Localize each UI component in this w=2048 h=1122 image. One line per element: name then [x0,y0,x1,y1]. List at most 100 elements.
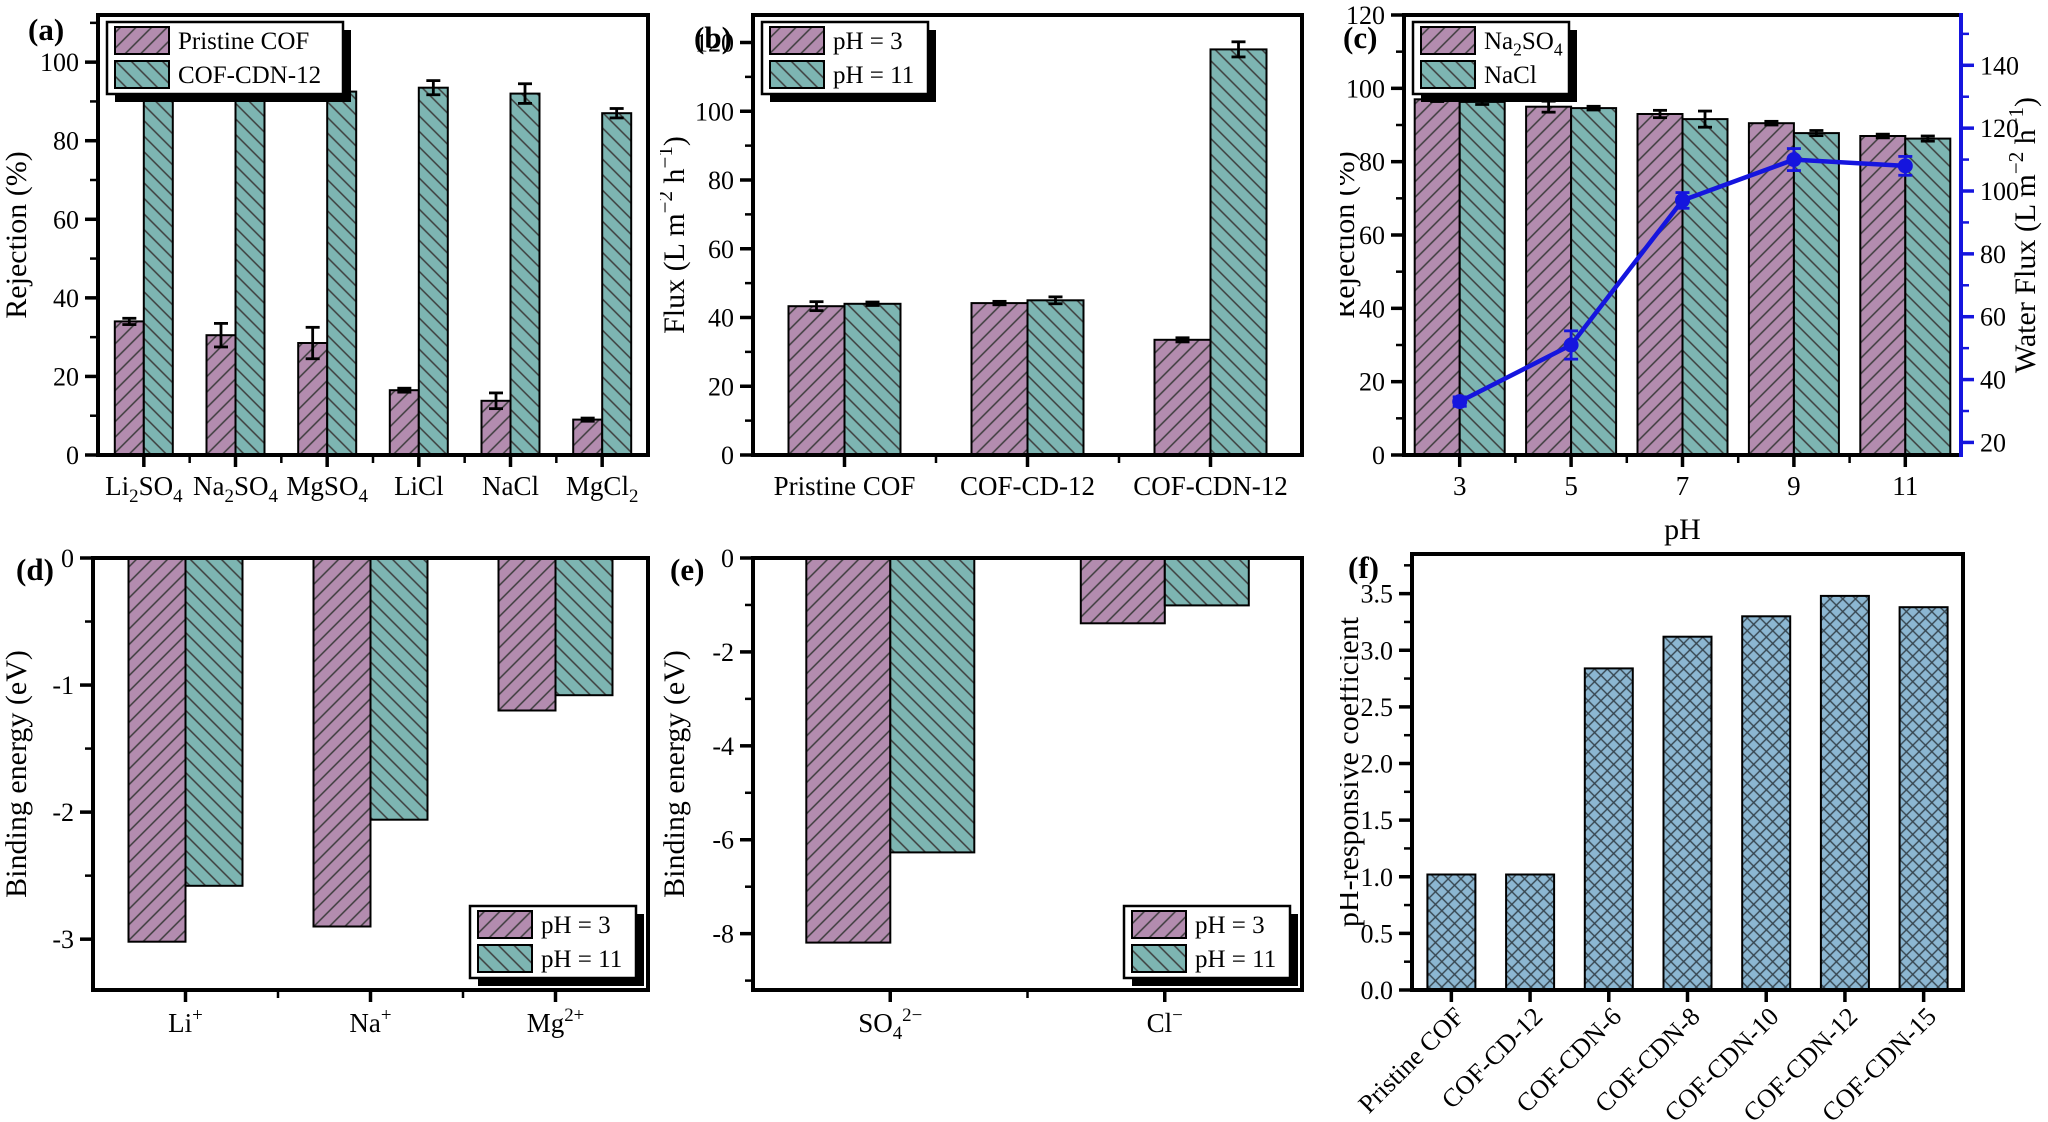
y-tick-label: 20 [1359,368,1385,397]
bar [1209,48,1268,457]
y-tick-label: 3.5 [1361,580,1394,609]
bar [1426,873,1477,991]
x-tick-label: 5 [1564,471,1578,501]
bar [234,86,266,456]
y-tick-label: 0.0 [1361,976,1394,1005]
x-tick-label: MgCl2 [566,471,638,507]
y-tick-label: 100 [40,48,79,77]
panel-label-f: (f) [1348,550,1379,585]
y-tick-label: 0 [1372,441,1385,470]
legend: Pristine COF COF-CDN-12 [105,20,351,102]
y-tick-label: 0 [721,441,734,470]
right-tick-label: 100 [1980,177,2019,206]
bar [1859,135,1907,456]
bars [127,557,614,943]
bar [1792,132,1840,456]
y-tick-label: 2.5 [1361,693,1394,722]
y-tick-label: -6 [712,826,734,855]
bar [1741,615,1792,992]
right-axis-label: Water Flux (L m−2 h−1) [2004,97,2042,373]
bar [1681,118,1729,456]
data-point-marker [1675,192,1690,208]
panel-b-chart: 0 20 40 60 80 100 120 Flux (L m−2 h−1) Pristine … [660,13,1304,501]
y-tick-label: 80 [53,127,79,156]
y-tick-label: 0 [61,548,74,573]
legend-label: pH = 11 [1195,946,1276,973]
x-tick-label: 3 [1453,471,1467,501]
legend-label: pH = 11 [541,946,622,973]
x-tick-label: COF-CDN-12 [1133,471,1288,501]
right-tick-label: 20 [1980,428,2006,457]
data-point-marker [1452,394,1468,410]
legend-swatch [769,60,825,89]
bar [1079,557,1166,625]
panel-a-chart: 0 20 40 60 80 100 Rejection (%) Li2SO4 Na2SO4 MgS… [0,13,650,507]
x-tick-label: 11 [1892,471,1918,501]
y-tick-label: 60 [708,235,734,264]
y-tick-label: 40 [53,284,79,313]
legend-label: pH = 3 [541,912,611,939]
bar [1026,299,1085,456]
data-point-marker [1897,158,1913,174]
y-axis: 0 -1 -2 -3 [52,548,93,954]
panel-f-chart: 0.0 0.5 1.0 1.5 2.0 2.5 3.0 3.5 pH-responsive co… [1340,552,1965,1122]
bar [1153,338,1212,456]
y-tick-label: -1 [52,671,74,700]
legend-swatch [1131,910,1187,939]
bar [1570,107,1618,456]
y-tick-label: 100 [695,97,734,126]
right-tick-label: 60 [1980,303,2006,332]
y-tick-label: 40 [708,304,734,333]
y-tick-label: 3.0 [1361,636,1394,665]
y-tick-label: 20 [708,372,734,401]
x-tick-label: Li+ [168,1005,203,1038]
data-point-marker [1786,152,1802,168]
legend-swatch [114,60,170,89]
legend-swatch [1131,944,1187,973]
legend-swatch [1420,60,1476,89]
bars [805,557,1250,944]
bar [1583,667,1634,992]
x-axis: Pristine COF COF-CD-12 COF-CDN-12 [774,455,1288,501]
x-axis: Li+ Na+ Mg2+ [168,990,584,1038]
bar [326,90,358,456]
y-tick-label: 80 [1359,148,1385,177]
bar [554,557,614,697]
x-tick-label: 7 [1676,471,1690,501]
x-tick-label: Mg2+ [527,1005,585,1038]
y-axis-label: Binding energy (eV) [0,650,33,898]
y-tick-label: -2 [712,638,734,667]
y-axis-label: Flux (L m−2 h−1) [660,136,691,334]
data-point-marker [1563,337,1579,353]
legend-swatch [1420,26,1476,55]
panel-e-chart: 0 -2 -4 -6 -8 Binding energy (eV) SO42− Cl− pH =… [660,548,1304,1044]
y-axis: 0 20 40 60 80 100 120 [695,29,753,470]
legend: pH = 3 pH = 11 [760,20,936,102]
y-tick-label: 0 [66,441,79,470]
x-axis: 3 5 7 9 11 [1453,455,1918,501]
right-tick-label: 140 [1980,51,2019,80]
y-tick-label: 40 [1359,294,1385,323]
x-tick-label: NaCl [482,471,539,501]
y-tick-label: 100 [1346,74,1385,103]
x-axis: Li2SO4 Na2SO4 MgSO4 LiCl NaCl MgCl2 [105,455,638,507]
panel-label-e: (e) [670,552,705,587]
bar [1505,873,1556,991]
bar [142,84,174,456]
y-tick-label: 80 [708,166,734,195]
y-axis: 0 20 40 60 80 100 [40,21,98,470]
bar [417,86,449,456]
legend: pH = 3 pH = 11 [1122,904,1298,986]
y-tick-label: -3 [52,925,74,954]
legend-swatch [477,944,533,973]
panel-label-b: (b) [694,20,732,55]
y-axis: 0 -2 -4 -6 -8 [712,548,753,982]
bar [889,557,976,854]
y-tick-label: 60 [1359,221,1385,250]
y-tick-label: 1.0 [1361,863,1394,892]
right-axis: 20 40 60 80 100 120 140 [1959,13,2019,457]
panel-label-c: (c) [1343,20,1378,55]
right-tick-label: 40 [1980,366,2006,395]
bar [843,302,902,457]
